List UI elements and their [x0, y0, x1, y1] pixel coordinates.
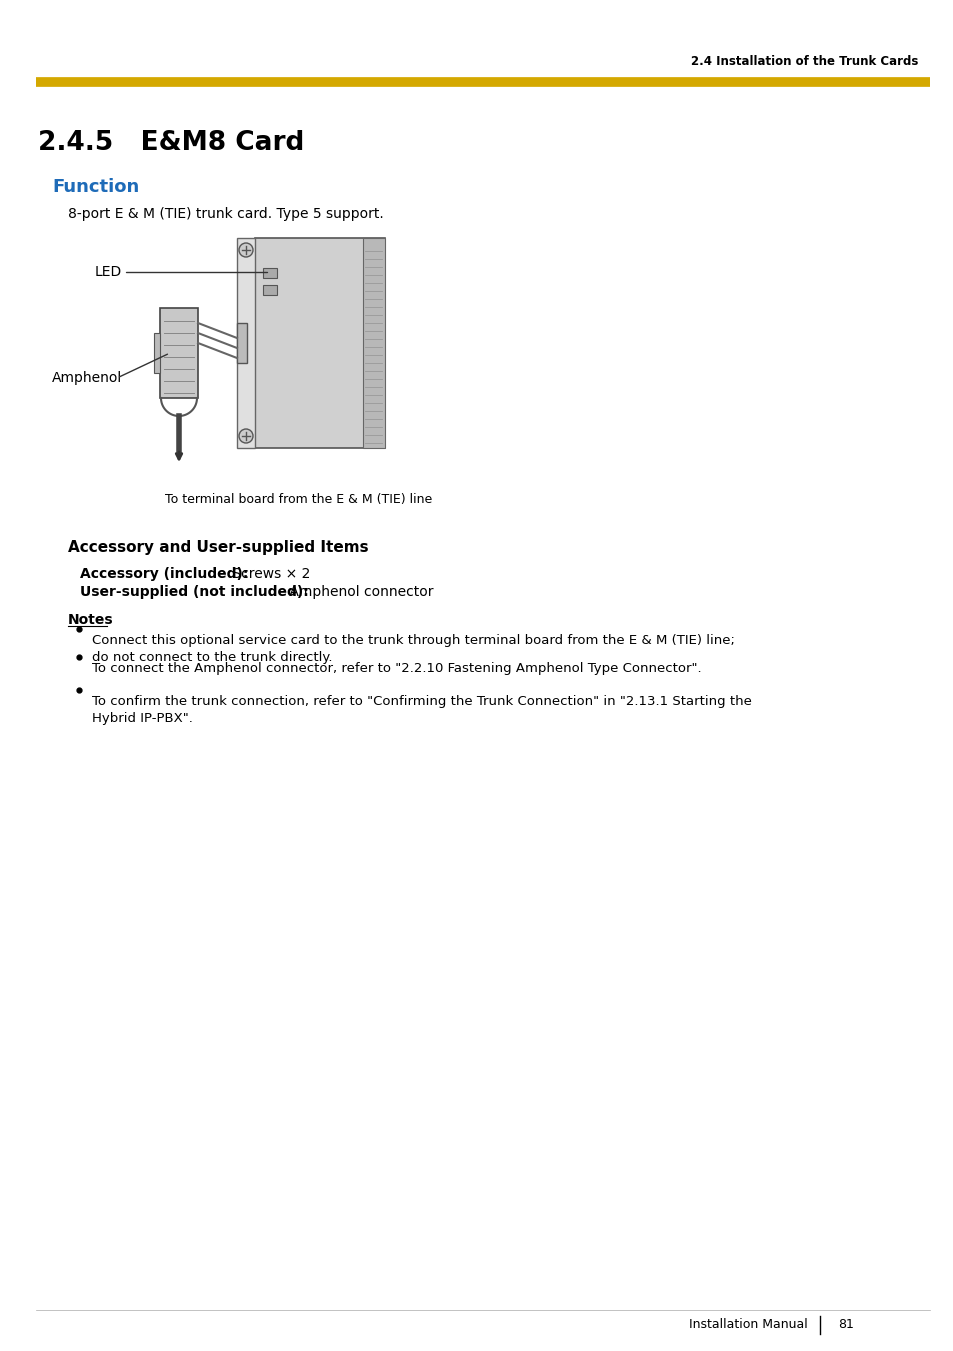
Bar [160, 308, 198, 399]
Text: 2.4.5   E&M8 Card: 2.4.5 E&M8 Card [38, 130, 304, 155]
Bar [263, 285, 276, 295]
Text: Amphenol connector: Amphenol connector [285, 585, 433, 598]
Text: Screws × 2: Screws × 2 [228, 567, 310, 581]
Text: User-supplied (not included):: User-supplied (not included): [80, 585, 309, 598]
Text: Accessory (included):: Accessory (included): [80, 567, 248, 581]
Text: Accessory and User-supplied Items: Accessory and User-supplied Items [68, 540, 368, 555]
Bar [363, 238, 385, 449]
Text: Installation Manual: Installation Manual [688, 1319, 807, 1332]
Bar [263, 267, 276, 278]
Circle shape [239, 243, 253, 257]
Bar [236, 323, 247, 363]
Text: 81: 81 [837, 1319, 853, 1332]
Circle shape [239, 430, 253, 443]
Bar [153, 332, 160, 373]
Bar [236, 238, 254, 449]
Bar [254, 238, 385, 449]
Text: 8-port E & M (TIE) trunk card. Type 5 support.: 8-port E & M (TIE) trunk card. Type 5 su… [68, 207, 383, 222]
Text: Amphenol: Amphenol [52, 372, 122, 385]
Text: To confirm the trunk connection, refer to "Confirming the Trunk Connection" in ": To confirm the trunk connection, refer t… [91, 694, 751, 725]
Text: To connect the Amphenol connector, refer to "2.2.10 Fastening Amphenol Type Conn: To connect the Amphenol connector, refer… [91, 662, 700, 676]
Text: Notes: Notes [68, 613, 113, 627]
Text: Connect this optional service card to the trunk through terminal board from the : Connect this optional service card to th… [91, 634, 734, 663]
Text: Function: Function [52, 178, 139, 196]
Text: To terminal board from the E & M (TIE) line: To terminal board from the E & M (TIE) l… [165, 493, 432, 507]
Text: LED: LED [95, 265, 122, 280]
Text: 2.4 Installation of the Trunk Cards: 2.4 Installation of the Trunk Cards [690, 55, 917, 68]
